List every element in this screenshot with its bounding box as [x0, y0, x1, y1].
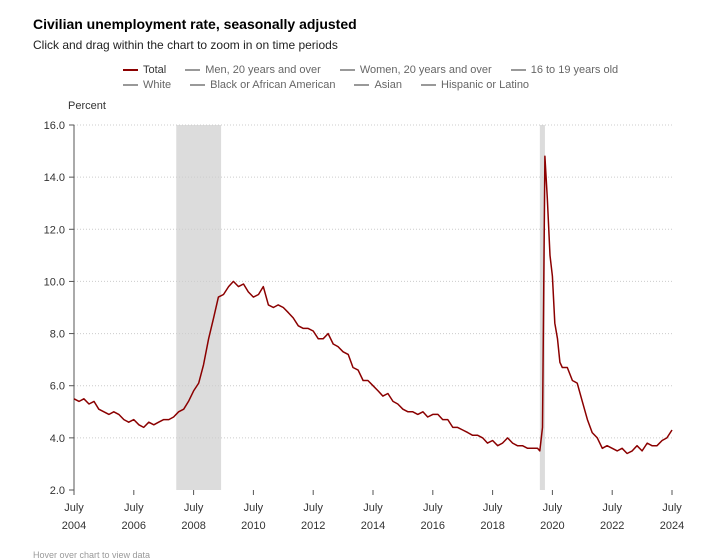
- y-tick-label: 4.0: [50, 433, 65, 445]
- x-tick-label-month: July: [184, 502, 204, 514]
- legend-item-hispanic[interactable]: Hispanic or Latino: [421, 77, 529, 92]
- x-tick-label-month: July: [662, 502, 682, 514]
- legend-label-women: Women, 20 years and over: [359, 63, 492, 76]
- legend-item-men[interactable]: Men, 20 years and over: [185, 62, 321, 77]
- legend-label-total: Total: [143, 63, 167, 76]
- chart-plot[interactable]: 2.04.06.08.010.012.014.016.0 July2004Jul…: [0, 0, 716, 545]
- legend-item-women[interactable]: Women, 20 years and over: [339, 62, 492, 77]
- legend-label-hispanic: Hispanic or Latino: [441, 78, 530, 91]
- x-tick-label-month: July: [64, 502, 84, 514]
- y-tick-label: 12.0: [44, 224, 65, 236]
- x-tick-label-year: 2010: [241, 520, 265, 532]
- legend-label-black: Black or African American: [210, 78, 336, 91]
- gridlines: [74, 124, 672, 439]
- x-tick-label-month: July: [543, 502, 563, 514]
- legend-item-total[interactable]: Total: [123, 62, 166, 77]
- y-tick-label: 8.0: [50, 329, 65, 341]
- recession-band-0: [176, 125, 222, 490]
- series-lines: [73, 155, 673, 455]
- x-tick-label-month: July: [124, 502, 144, 514]
- y-tick-label: 16.0: [44, 120, 65, 132]
- y-tick-label: 10.0: [44, 276, 65, 288]
- x-tick-label-year: 2016: [421, 520, 445, 532]
- y-axis: 2.0 4.0 6.0 8.0 10.0 12.0 14.0 16.0: [44, 120, 75, 497]
- x-tick-label-month: July: [244, 502, 264, 514]
- x-tick-label-month: July: [303, 502, 323, 514]
- legend-label-teens: 16 to 19 years old: [530, 63, 619, 76]
- x-tick-label-year: 2008: [181, 520, 205, 532]
- legend-label-asian: Asian: [374, 78, 402, 91]
- y-axis-label: Percent: [68, 100, 106, 112]
- legend-label-men: Men, 20 years and over: [205, 63, 321, 76]
- x-tick-label-year: 2014: [361, 520, 385, 532]
- legend-swatch-total: [123, 68, 138, 71]
- x-tick-label-year: 2006: [122, 520, 146, 532]
- legend-swatch-white: [123, 83, 138, 86]
- series-line-total: [73, 155, 673, 455]
- y-tick-label: 6.0: [50, 381, 65, 393]
- legend-swatch-black: [190, 83, 206, 86]
- x-tick-label-year: 2018: [480, 520, 504, 532]
- legend-row-2: White Black or African American Asian Hi…: [0, 77, 716, 92]
- x-tick-label-year: 2024: [660, 520, 684, 532]
- x-axis: July 2004 July 2006 July 2008 July 2010 July 2012…: [62, 490, 684, 532]
- legend-item-white[interactable]: White: [123, 77, 171, 92]
- legend-item-asian[interactable]: Asian: [354, 77, 402, 92]
- x-tick-label-month: July: [483, 502, 503, 514]
- x-tick-label-year: 2020: [540, 520, 564, 532]
- x-tick-label-year: 2012: [301, 520, 325, 532]
- x-tick-label-year: 2004: [62, 520, 86, 532]
- chart-legend: Total Men, 20 years and over Women, 20 y…: [0, 62, 716, 92]
- x-tick-label-month: July: [602, 502, 622, 514]
- y-tick-label: 14.0: [44, 172, 65, 184]
- recession-band-1: [539, 125, 545, 490]
- legend-label-white: White: [143, 78, 172, 91]
- legend-swatch-men: [185, 68, 201, 71]
- hover-hint: Hover over chart to view data: [33, 550, 151, 560]
- x-tick-label-month: July: [363, 502, 383, 514]
- legend-swatch-women: [339, 68, 355, 71]
- x-tick-label-year: 2022: [600, 520, 624, 532]
- recession-bands: [176, 125, 545, 490]
- legend-item-teens[interactable]: 16 to 19 years old: [510, 62, 619, 77]
- y-tick-label: 2.0: [50, 485, 65, 497]
- legend-swatch-hispanic: [421, 83, 436, 86]
- chart-title: Civilian unemployment rate, seasonally a…: [33, 16, 357, 32]
- legend-swatch-teens: [510, 68, 526, 71]
- legend-row-1: Total Men, 20 years and over Women, 20 y…: [0, 62, 716, 77]
- chart-subtitle: Click and drag within the chart to zoom …: [33, 38, 338, 52]
- legend-item-black[interactable]: Black or African American: [190, 77, 335, 92]
- x-tick-label-month: July: [423, 502, 443, 514]
- legend-swatch-asian: [354, 83, 370, 86]
